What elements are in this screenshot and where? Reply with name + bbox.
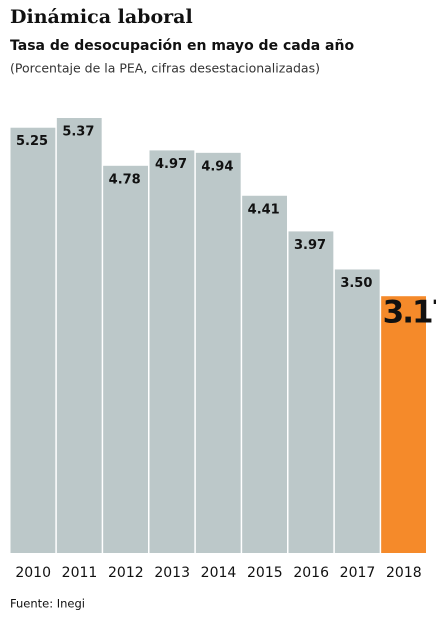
value-label: 3.50 xyxy=(340,276,372,291)
chart-note: (Porcentaje de la PEA, cifras desestacio… xyxy=(10,61,320,76)
bar xyxy=(381,296,426,553)
value-label: 5.37 xyxy=(62,125,94,140)
x-tick-label: 2011 xyxy=(62,565,98,581)
x-tick-label: 2017 xyxy=(340,565,376,581)
value-label: 3.17 xyxy=(383,295,436,331)
x-tick-label: 2013 xyxy=(154,565,190,581)
bar xyxy=(195,152,241,553)
value-label: 4.97 xyxy=(155,157,187,172)
chart-source: Fuente: Inegi xyxy=(10,597,85,611)
bar xyxy=(242,195,287,553)
value-label: 4.78 xyxy=(109,172,141,187)
bar xyxy=(288,231,334,553)
chart-subtitle: Tasa de desocupación en mayo de cada año xyxy=(10,38,354,54)
value-label: 5.25 xyxy=(16,134,48,149)
value-label: 4.41 xyxy=(248,202,280,217)
x-tick-label: 2010 xyxy=(15,565,51,581)
bar xyxy=(10,127,56,553)
bar xyxy=(56,118,102,553)
bar xyxy=(334,269,380,553)
x-tick-label: 2016 xyxy=(293,565,329,581)
bar xyxy=(149,150,195,554)
value-label: 4.94 xyxy=(201,159,233,174)
x-tick-label: 2018 xyxy=(386,565,422,581)
value-label: 3.97 xyxy=(294,238,326,253)
chart-title: Dinámica laboral xyxy=(10,6,193,28)
bar xyxy=(103,165,148,554)
x-tick-label: 2014 xyxy=(201,565,237,581)
x-tick-label: 2015 xyxy=(247,565,283,581)
x-tick-label: 2012 xyxy=(108,565,144,581)
